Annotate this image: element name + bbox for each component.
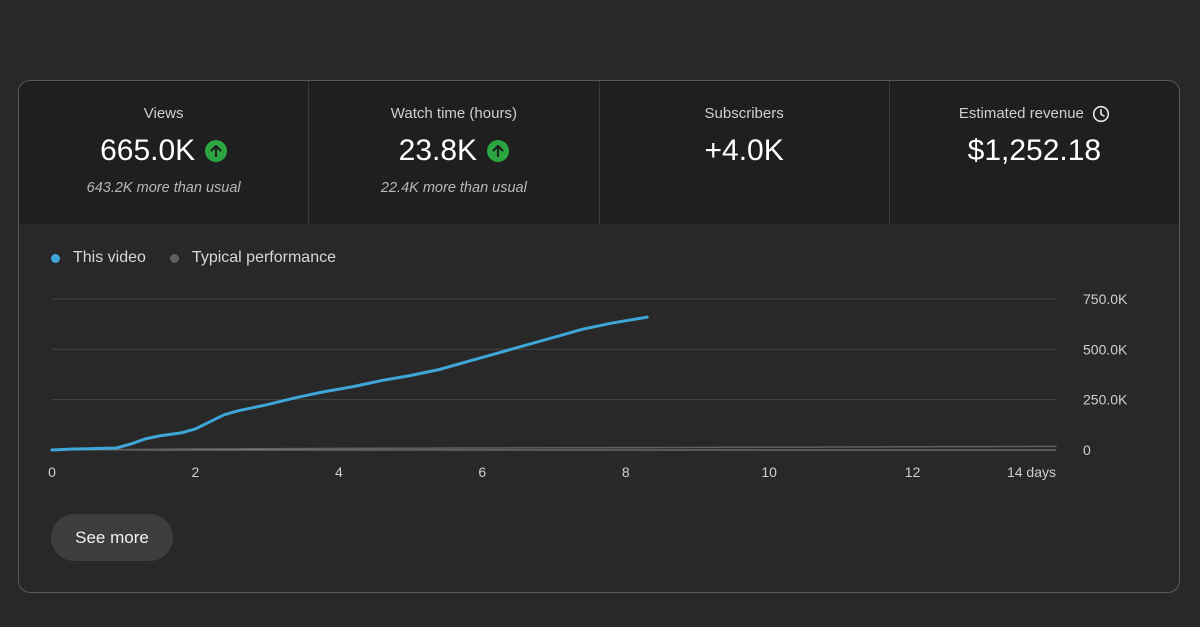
stat-revenue[interactable]: Estimated revenue $1,252.18 (889, 81, 1179, 224)
stat-label: Estimated revenue (890, 105, 1179, 123)
see-more-button[interactable]: See more (51, 514, 173, 561)
series-line-typical (51, 445, 1057, 451)
stat-label: Views (143, 105, 184, 122)
stat-value: $1,252.18 (967, 134, 1102, 167)
stats-row: Views 665.0K 643.2K more than usual Watc… (19, 81, 1179, 224)
y-tick-label: 750.0K (1083, 291, 1128, 307)
legend-label: This video (73, 249, 146, 266)
arrow-up-icon (487, 140, 510, 162)
legend-label: Typical performance (191, 249, 336, 266)
x-tick-label: 14 days (1007, 464, 1056, 480)
arrow-up-icon (205, 140, 228, 162)
x-tick-label: 10 (761, 464, 777, 480)
stat-label: Watch time (hours) (390, 105, 517, 122)
x-tick-label: 0 (48, 464, 56, 480)
stat-views[interactable]: Views 665.0K 643.2K more than usual (19, 81, 310, 224)
views-line-chart: 0 250.0K 500.0K 750.0K 0 2 4 6 8 10 12 14 days (48, 291, 1128, 480)
stat-comparison: 643.2K more than usual (86, 180, 241, 196)
stat-watch-time[interactable]: Watch time (hours) 23.8K 22.4K more than… (309, 81, 600, 224)
legend-typical[interactable]: Typical performance (169, 249, 336, 267)
x-tick-label: 6 (478, 464, 486, 480)
y-tick-label: 250.0K (1083, 392, 1128, 408)
stat-value: 23.8K (309, 134, 598, 168)
x-tick-label: 4 (335, 464, 343, 480)
legend-dot-typical (169, 253, 179, 263)
y-tick-label: 0 (1083, 442, 1091, 458)
x-tick-label: 8 (622, 464, 630, 480)
stat-comparison: 22.4K more than usual (380, 180, 527, 196)
legend-dot-this-video (51, 253, 60, 263)
stat-value: +4.0K (704, 134, 784, 167)
analytics-card: Views 665.0K 643.2K more than usual Watc… (18, 80, 1180, 593)
series-line-this-video (50, 315, 649, 452)
clock-icon (1092, 105, 1110, 123)
stat-label: Subscribers (704, 105, 784, 122)
stat-subscribers[interactable]: Subscribers +4.0K (599, 81, 890, 224)
chart-legend: This video Typical performance (51, 249, 360, 267)
stat-value: 665.0K (19, 134, 308, 168)
x-tick-label: 2 (192, 464, 200, 480)
legend-this-video[interactable]: This video (51, 249, 146, 267)
x-tick-label: 12 (905, 464, 921, 480)
y-tick-label: 500.0K (1083, 341, 1128, 357)
